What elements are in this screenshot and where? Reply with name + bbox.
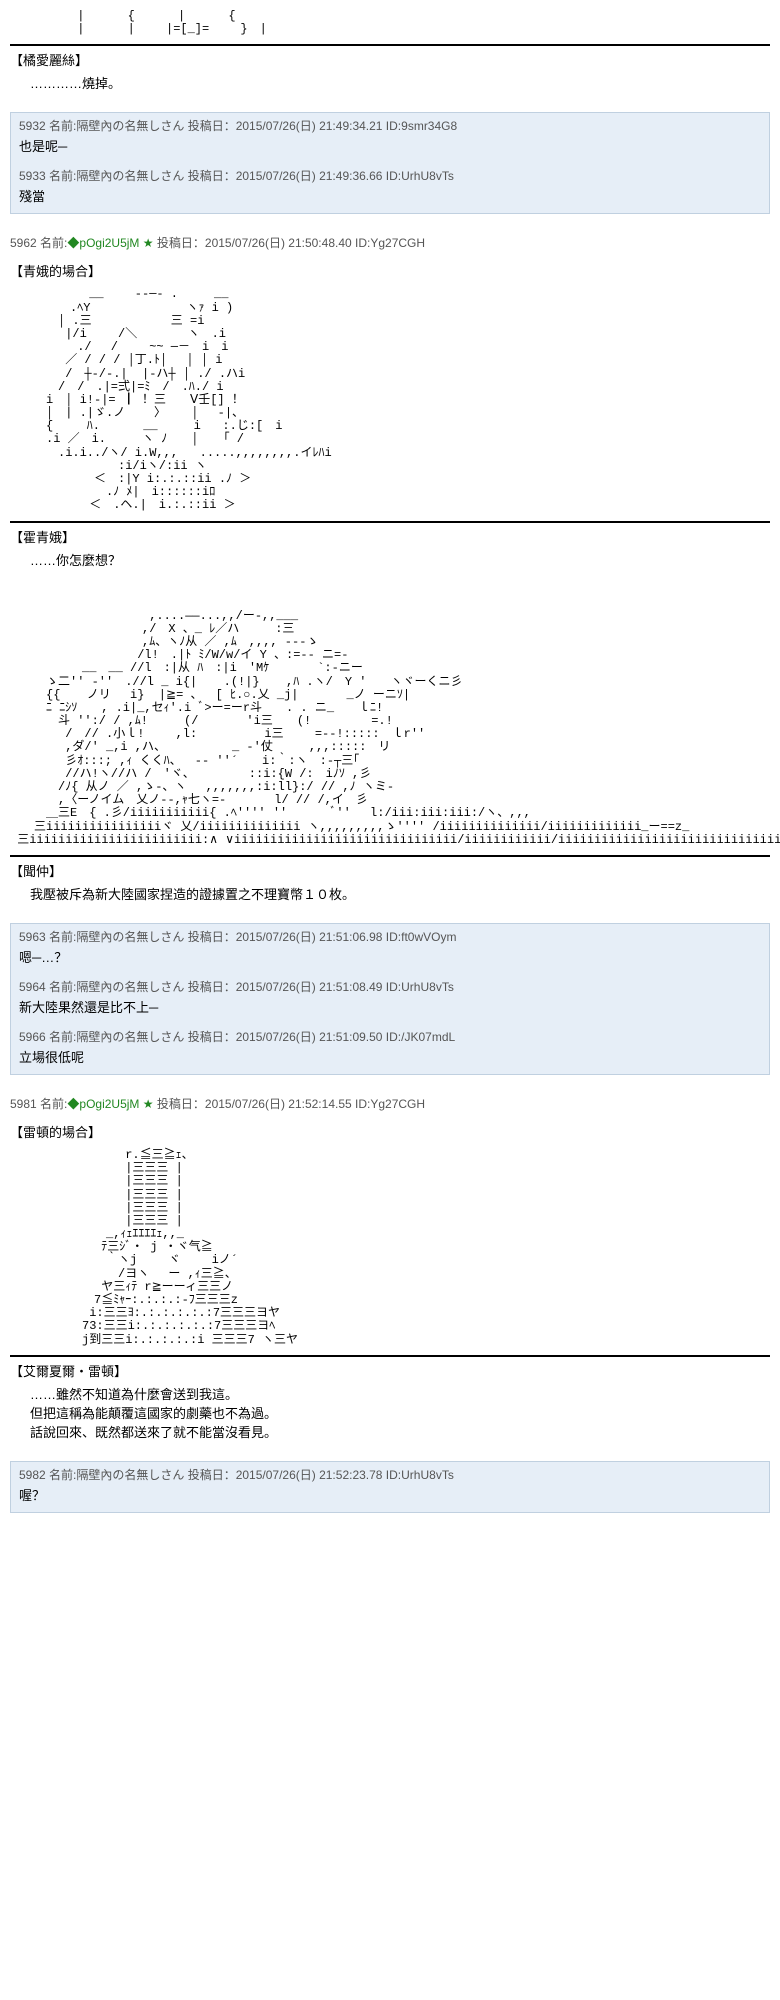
- reply-block: 5932 名前:隔壁內の名無しさん 投稿日：2015/07/26(日) 21:4…: [10, 112, 770, 214]
- post-no: 5962: [10, 236, 37, 250]
- reply-header: 5966 名前:隔壁內の名無しさん 投稿日：2015/07/26(日) 21:5…: [19, 1028, 761, 1045]
- ascii-raiton: r.≦三≧ｪ、 |三三三 | |三三三 | |三三三 | |三三三 | |三三三…: [10, 1149, 770, 1347]
- reply-body: 也是呢─: [19, 136, 761, 155]
- speaker-alice: 【橘愛麗絲】: [10, 50, 770, 69]
- section-title: 【雷頓的場合】: [10, 1122, 770, 1141]
- reply-header: 5933 名前:隔壁內の名無しさん 投稿日：2015/07/26(日) 21:4…: [19, 167, 761, 184]
- reply: 5933 名前:隔壁內の名無しさん 投稿日：2015/07/26(日) 21:4…: [11, 163, 769, 213]
- reply: 5963 名前:隔壁內の名無しさん 投稿日：2015/07/26(日) 21:5…: [11, 924, 769, 974]
- dialogue-raiton: ……雖然不知道為什麼會送到我這。 但把這稱為能顛覆這國家的劇藥也不為過。 話說回…: [30, 1384, 770, 1441]
- reply: 5932 名前:隔壁內の名無しさん 投稿日：2015/07/26(日) 21:4…: [11, 113, 769, 163]
- label-post: 投稿日：: [157, 1097, 205, 1111]
- line: 但把這稱為能顛覆這國家的劇藥也不為過。: [30, 1403, 770, 1422]
- post-date: 2015/07/26(日) 21:52:14.55: [205, 1097, 352, 1111]
- speaker-seiga: 【霍青娥】: [10, 527, 770, 546]
- separator: [10, 521, 770, 523]
- line: 話說回來、既然都送來了就不能當沒看見。: [30, 1422, 770, 1441]
- tripcode: ◆pOgi2U5jM: [67, 236, 139, 250]
- post-id: Yg27CGH: [370, 1097, 425, 1111]
- dialogue-bunchu: 我壓被斥為新大陸國家捏造的證據置之不理寶幣１０枚。: [30, 884, 770, 903]
- star-icon: ★: [143, 1097, 154, 1111]
- post-header: 5962 名前:◆pOgi2U5jM ★ 投稿日：2015/07/26(日) 2…: [10, 234, 770, 251]
- reply-header: 5963 名前:隔壁內の名無しさん 投稿日：2015/07/26(日) 21:5…: [19, 928, 761, 945]
- reply-header: 5982 名前:隔壁內の名無しさん 投稿日：2015/07/26(日) 21:5…: [19, 1466, 761, 1483]
- separator: [10, 44, 770, 46]
- label-name: 名前:: [40, 236, 67, 250]
- tripcode: ◆pOgi2U5jM: [67, 1097, 139, 1111]
- label-name: 名前:: [40, 1097, 67, 1111]
- main-post: 5981 名前:◆pOgi2U5jM ★ 投稿日：2015/07/26(日) 2…: [10, 1095, 770, 1441]
- main-post: 5962 名前:◆pOgi2U5jM ★ 投稿日：2015/07/26(日) 2…: [10, 234, 770, 903]
- reply: 5982 名前:隔壁內の名無しさん 投稿日：2015/07/26(日) 21:5…: [11, 1462, 769, 1512]
- reply-body: 喔？: [19, 1485, 761, 1504]
- reply-body: 殘當: [19, 186, 761, 205]
- ascii-bunchu: ,....――...,,/ー-,,___ ,/ X 、_ ﾚ／ハ :三 ,ﾑ、ヽ…: [10, 610, 770, 847]
- line: ……雖然不知道為什麼會送到我這。: [30, 1384, 770, 1403]
- speaker-raiton: 【艾爾夏爾・雷頓】: [10, 1361, 770, 1380]
- star-icon: ★: [143, 236, 154, 250]
- reply-block: 5982 名前:隔壁內の名無しさん 投稿日：2015/07/26(日) 21:5…: [10, 1461, 770, 1513]
- reply-body: 嗯─…？: [19, 947, 761, 966]
- separator: [10, 1355, 770, 1357]
- reply-block: 5963 名前:隔壁內の名無しさん 投稿日：2015/07/26(日) 21:5…: [10, 923, 770, 1075]
- dialogue-seiga: ……你怎麼想？: [30, 550, 770, 569]
- label-id: ID:: [355, 1097, 370, 1111]
- label-id: ID:: [355, 236, 370, 250]
- reply: 5966 名前:隔壁內の名無しさん 投稿日：2015/07/26(日) 21:5…: [11, 1024, 769, 1074]
- dialogue-alice: …………燒掉。: [30, 73, 770, 92]
- reply-body: 立場很低呢: [19, 1047, 761, 1066]
- reply-header: 5932 名前:隔壁內の名無しさん 投稿日：2015/07/26(日) 21:4…: [19, 117, 761, 134]
- section-title: 【青娥的場合】: [10, 261, 770, 280]
- post-date: 2015/07/26(日) 21:50:48.40: [205, 236, 352, 250]
- label-post: 投稿日：: [157, 236, 205, 250]
- ascii-fragment: | { | { | | |=[_]= } |: [10, 10, 770, 36]
- speaker-bunchu: 【聞仲】: [10, 861, 770, 880]
- reply: 5964 名前:隔壁內の名無しさん 投稿日：2015/07/26(日) 21:5…: [11, 974, 769, 1024]
- post-id: Yg27CGH: [370, 236, 425, 250]
- ascii-seiga: __ -‐─- . __ .ﾍY ヽｧ i ) │ .三 三 =i |/i /＼…: [10, 288, 770, 512]
- separator: [10, 855, 770, 857]
- reply-body: 新大陸果然還是比不上─: [19, 997, 761, 1016]
- reply-header: 5964 名前:隔壁內の名無しさん 投稿日：2015/07/26(日) 21:5…: [19, 978, 761, 995]
- post-header: 5981 名前:◆pOgi2U5jM ★ 投稿日：2015/07/26(日) 2…: [10, 1095, 770, 1112]
- post-no: 5981: [10, 1097, 37, 1111]
